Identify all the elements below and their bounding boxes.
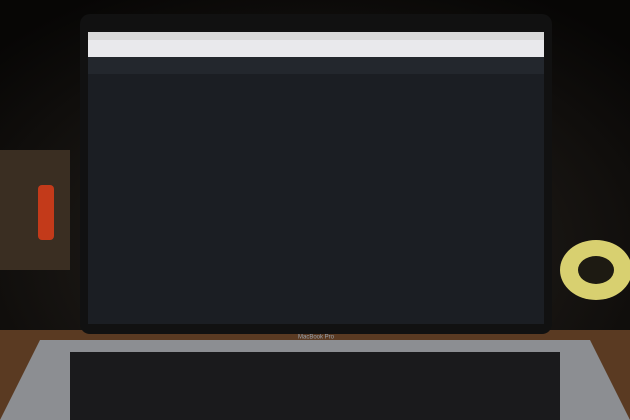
laptop-label: MacBook Pro bbox=[298, 335, 335, 341]
menu-bar bbox=[88, 32, 544, 40]
shelf bbox=[0, 150, 70, 270]
tape-hole bbox=[578, 256, 614, 284]
dashboard-header bbox=[88, 57, 544, 74]
browser-chrome bbox=[88, 40, 544, 57]
screen bbox=[88, 32, 544, 324]
keyboard bbox=[70, 352, 560, 420]
red-cup bbox=[38, 185, 54, 240]
